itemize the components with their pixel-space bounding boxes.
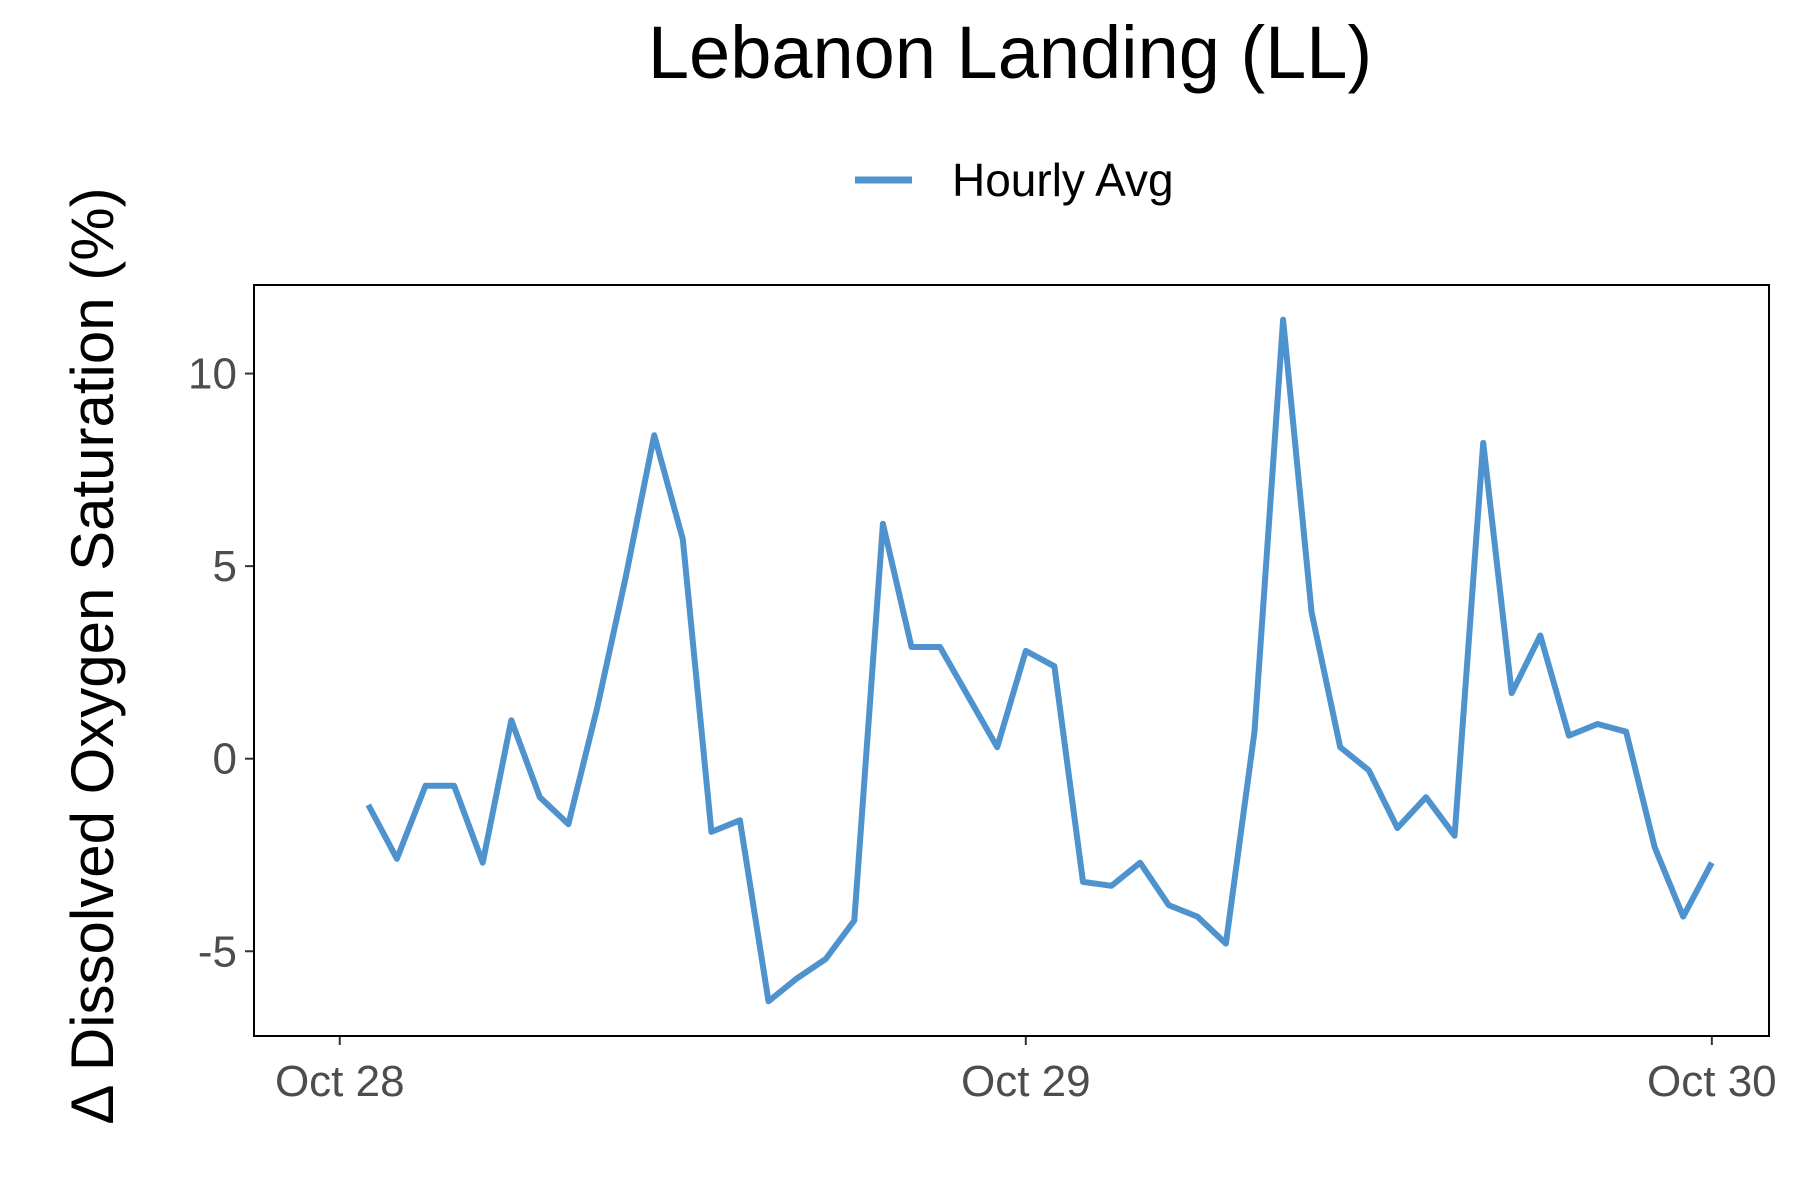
y-axis-title: Δ Dissolved Oxygen Saturation (%) bbox=[59, 187, 126, 1124]
legend: Hourly Avg bbox=[855, 154, 1174, 206]
x-tick-label: Oct 29 bbox=[961, 1057, 1091, 1106]
y-tick-label: 10 bbox=[188, 350, 237, 399]
x-tick-label: Oct 28 bbox=[275, 1057, 405, 1106]
series-line-hourly-avg bbox=[365, 316, 1715, 1005]
y-axis: -5 0 5 10 bbox=[188, 350, 254, 976]
y-tick-label: -5 bbox=[198, 927, 237, 976]
y-tick-label: 0 bbox=[213, 735, 237, 784]
series-layer bbox=[365, 316, 1715, 1005]
legend-label-hourly-avg: Hourly Avg bbox=[952, 154, 1174, 206]
y-tick-label: 5 bbox=[213, 542, 237, 591]
x-axis: Oct 28 Oct 29 Oct 30 bbox=[275, 1036, 1777, 1106]
chart-title: Lebanon Landing (LL) bbox=[648, 11, 1372, 94]
x-tick-label: Oct 30 bbox=[1647, 1057, 1777, 1106]
plot-panel bbox=[253, 284, 1770, 1037]
